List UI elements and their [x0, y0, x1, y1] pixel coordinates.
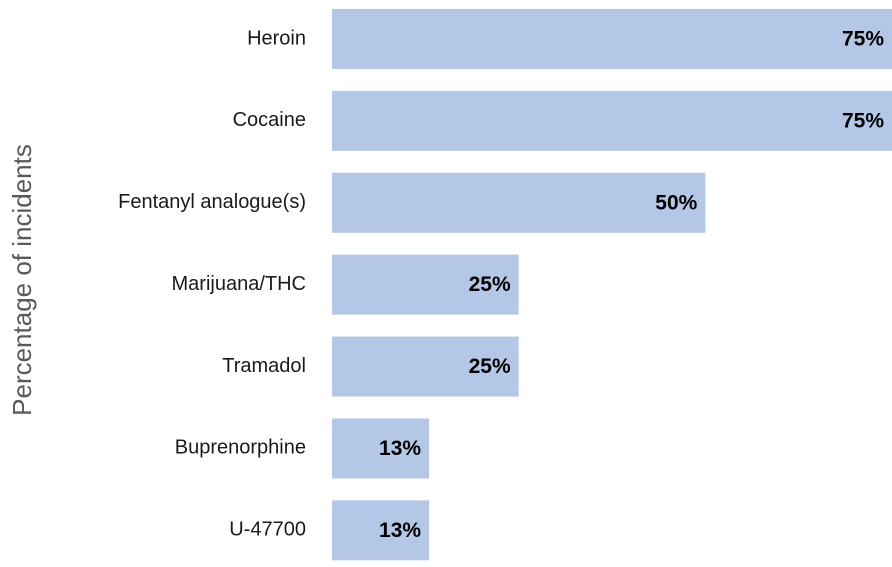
- bar: [332, 418, 430, 479]
- bar: [332, 500, 430, 561]
- value-label: 13%: [379, 437, 421, 460]
- bar: [332, 90, 892, 151]
- bar: [332, 254, 519, 315]
- bar: [332, 172, 706, 233]
- category-label: Heroin: [247, 27, 306, 49]
- value-label: 75%: [842, 28, 884, 51]
- category-label: Tramadol: [222, 355, 306, 377]
- value-label: 25%: [469, 355, 511, 378]
- value-label: 13%: [379, 519, 421, 542]
- value-label: 50%: [655, 191, 697, 214]
- category-label: Fentanyl analogue(s): [118, 191, 306, 213]
- value-label: 25%: [469, 273, 511, 296]
- category-label: Marijuana/THC: [172, 273, 306, 295]
- value-label: 75%: [842, 109, 884, 132]
- category-label: Buprenorphine: [175, 437, 306, 459]
- y-axis-title: Percentage of incidents: [7, 144, 37, 416]
- bar: [332, 336, 519, 397]
- category-label: U-47700: [229, 519, 306, 541]
- bar: [332, 9, 892, 69]
- category-label: Cocaine: [233, 109, 306, 131]
